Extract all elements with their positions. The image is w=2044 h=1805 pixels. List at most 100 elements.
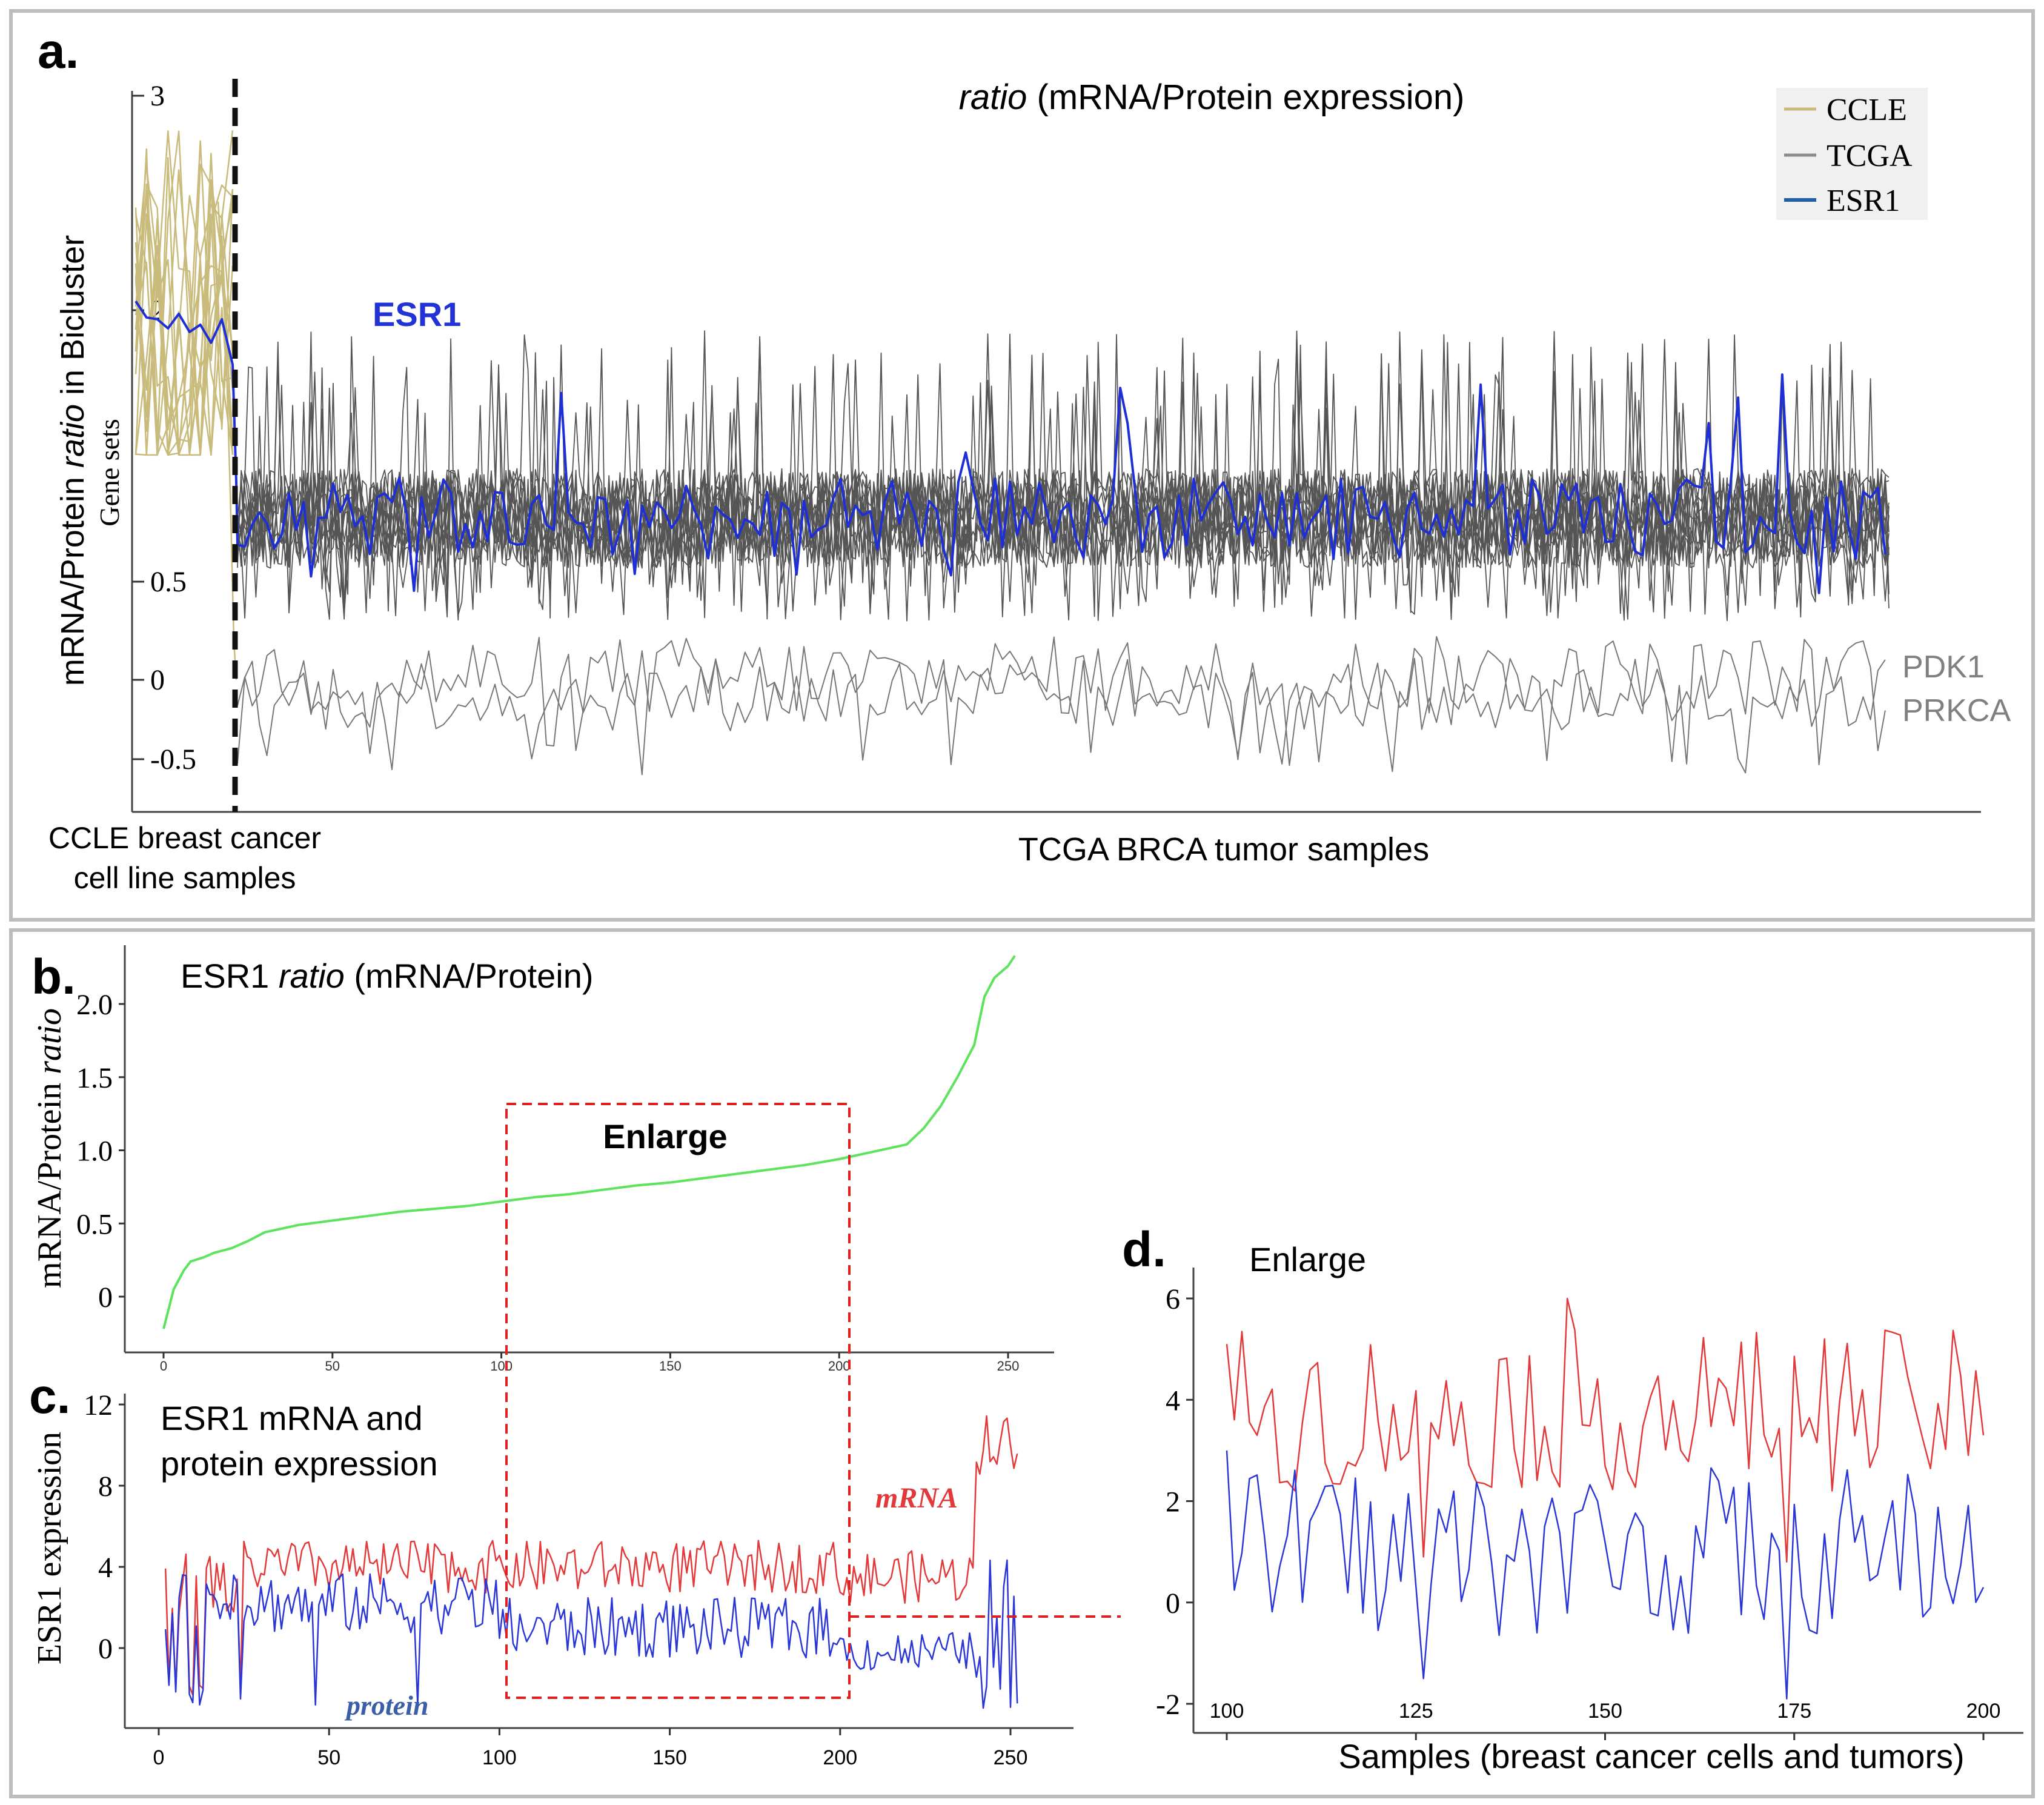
panel-d-ytick-label: 2: [1166, 1486, 1180, 1518]
panel-a-legend: CCLE TCGA ESR1: [1776, 88, 1928, 220]
gene-label-pdk1: PDK1: [1902, 650, 1985, 685]
ccle-gene-line: [217, 201, 237, 680]
panel-b-xtick-label: 100: [490, 1358, 513, 1374]
panel-d-title: Enlarge: [1249, 1240, 1366, 1278]
panel-b: b. ESR1 ratio (mRNA/Protein) mRNA/Protei…: [31, 945, 1054, 1374]
tcga-gene-line: [237, 330, 1890, 620]
panel-d-xtick-label: 175: [1777, 1700, 1811, 1723]
panel-d-xtick-label: 100: [1210, 1700, 1244, 1723]
panel-d-ytick-label: 4: [1166, 1384, 1180, 1417]
panel-b-ytick-label: 2.0: [76, 989, 113, 1021]
panel-d-letter: d.: [1122, 1222, 1166, 1277]
panel-c-xtick-label: 150: [652, 1746, 687, 1769]
panel-a-letter: a.: [38, 24, 79, 79]
panel-b-xtick-label: 50: [325, 1358, 340, 1374]
panel-a-inner-label: Gene sets: [94, 419, 125, 527]
panel-a-title-italic: ratio: [959, 78, 1027, 117]
panel-b-xtick-label: 250: [997, 1358, 1020, 1374]
legend-label-tcga: TCGA: [1827, 139, 1913, 173]
enlarge-mrna-line: [1226, 1297, 1985, 1563]
panel-d-ytick-label: 0: [1166, 1587, 1180, 1620]
panel-b-lines: [162, 955, 1016, 1329]
panel-c-letter: c.: [29, 1369, 70, 1424]
panel-c-lines: [164, 1415, 1018, 1709]
legend-label-esr1: ESR1: [1827, 184, 1900, 218]
panel-d-xlabel: Samples (breast cancer cells and tumors): [1338, 1737, 1964, 1775]
panel-b-ytick-label: 0: [98, 1281, 113, 1314]
panel-d-ytick-label: -2: [1156, 1689, 1180, 1721]
enlarge-protein-line: [1226, 1450, 1985, 1700]
panel-a-lines: [134, 130, 1890, 776]
panel-d-xtick-label: 125: [1399, 1700, 1433, 1723]
gene-line-prkca: [237, 655, 1886, 776]
tcga-gene-line: [237, 341, 1890, 621]
panel-a-ylabel: mRNA/Protein ratio in Bicluster: [55, 235, 91, 686]
esr1-series-label: ESR1: [373, 295, 461, 333]
panel-c-ytick-label: 0: [98, 1633, 113, 1665]
panel-a-ylabel-pre: mRNA/Protein: [55, 468, 91, 686]
panel-a-xlabel: TCGA BRCA tumor samples: [1018, 831, 1429, 868]
protein-series-label: protein: [344, 1690, 428, 1721]
panel-d-xtick-label: 150: [1588, 1700, 1622, 1723]
panel-c-xtick-label: 100: [482, 1746, 517, 1769]
panel-d: d. Enlarge 6 4 2 0 -2 100 125 150 175 200 Samples…: [1122, 1222, 2023, 1775]
panel-a-ytick-label: -0.5: [150, 743, 196, 776]
panel-c-ytick-label: 4: [98, 1552, 113, 1584]
panel-b-ticks: 2.0 1.5 1.0 0.5 0 0 50 100 150 200 250: [76, 989, 1019, 1374]
panel-b-ylabel-pre: mRNA/Protein: [31, 1074, 68, 1288]
panel-a-ytick-label: 0: [150, 664, 165, 696]
panel-a-title-rest: (mRNA/Protein expression): [1027, 78, 1464, 117]
panel-b-xtick-label: 150: [659, 1358, 682, 1374]
panel-a-ytick-label: 3: [150, 80, 165, 112]
panel-d-ticks: 6 4 2 0 -2 100 125 150 175 200: [1156, 1283, 2000, 1740]
enlarge-annotation: Enlarge: [505, 1103, 1121, 1699]
panel-d-xtick-label: 200: [1966, 1700, 2001, 1723]
panel-c-ylabel: ESR1 expression: [31, 1432, 68, 1664]
mrna-series-label: mRNA: [875, 1482, 958, 1514]
esr1-line: [134, 300, 1886, 594]
esr1-ratio-line: [162, 955, 1016, 1329]
panel-a-ylabel-italic: ratio: [55, 404, 91, 468]
ccle-gene-line: [134, 183, 234, 456]
enlarge-label: Enlarge: [603, 1117, 727, 1155]
panel-bcd-frame: [9, 928, 2035, 1798]
panel-b-title-italic: ratio: [279, 957, 345, 995]
panel-a: a. 3 2 0.5 0 -0.5 mRNA/Protein ratio in …: [38, 24, 2011, 895]
panel-b-letter: b.: [32, 949, 76, 1005]
panel-b-ytick-label: 0.5: [76, 1208, 113, 1240]
panel-c-xtick-label: 0: [153, 1746, 165, 1769]
panel-b-xtick-label: 200: [828, 1358, 851, 1374]
panel-c-ytick-label: 8: [98, 1471, 113, 1503]
panel-b-ytick-label: 1.5: [76, 1062, 113, 1094]
panel-b-ylabel: mRNA/Protein ratio: [31, 1008, 68, 1288]
panel-a-frame: [9, 9, 2035, 922]
ccle-gene-line: [134, 140, 234, 456]
panel-b-ytick-label: 1.0: [76, 1135, 113, 1168]
panel-c-title-1: ESR1 mRNA and: [161, 1399, 423, 1437]
panel-b-title: ESR1 ratio (mRNA/Protein): [181, 957, 594, 995]
panel-c-xtick-label: 250: [994, 1746, 1028, 1769]
panel-b-title-pre: ESR1: [181, 957, 279, 995]
gene-line-pdk1: [237, 636, 1886, 766]
protein-line: [164, 1559, 1018, 1709]
panel-a-ylabel-post: in Bicluster: [55, 235, 91, 404]
panel-b-title-post: (mRNA/Protein): [345, 957, 594, 995]
gene-label-prkca: PRKCA: [1902, 693, 2011, 728]
panel-a-ytick-label: 0.5: [150, 566, 187, 598]
panel-c-ticks: 12 8 4 0 0 50 100 150 200 250: [84, 1389, 1027, 1769]
panel-a-xlabel-left-2: cell line samples: [74, 861, 296, 895]
panel-b-ylabel-italic: ratio: [31, 1008, 68, 1074]
enlarge-box: [505, 1103, 851, 1699]
panel-c-xtick-label: 200: [823, 1746, 857, 1769]
ccle-gene-line: [134, 157, 234, 456]
panel-b-xtick-label: 0: [160, 1358, 167, 1374]
panel-a-xlabel-left-1: CCLE breast cancer: [48, 821, 321, 855]
panel-c: c. ESR1 mRNA and protein expression ESR1…: [29, 1369, 1073, 1769]
panel-c-title-2: protein expression: [161, 1444, 438, 1483]
mrna-line: [164, 1415, 1018, 1696]
ccle-gene-line: [134, 164, 234, 456]
panel-c-xtick-label: 50: [317, 1746, 340, 1769]
panel-c-ytick-label: 12: [84, 1389, 113, 1421]
legend-label-ccle: CCLE: [1827, 93, 1907, 127]
